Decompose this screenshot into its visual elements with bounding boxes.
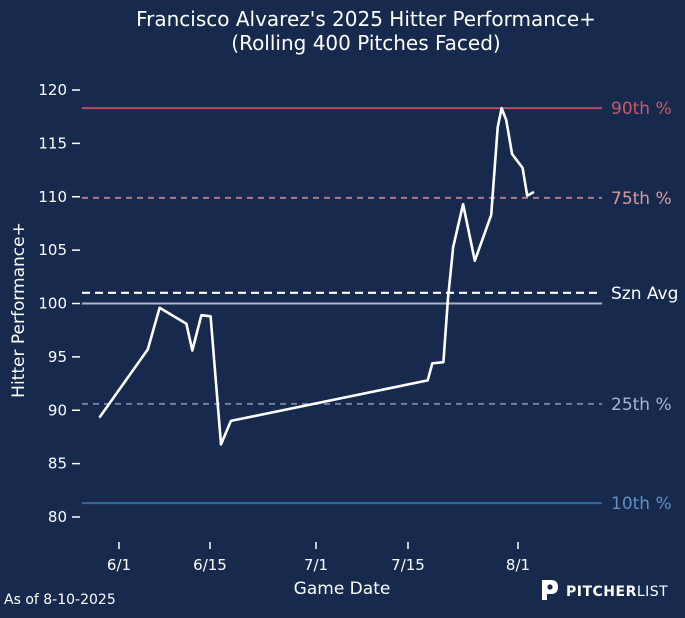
reference-lines: 90th % 75th % Szn Avg 25th % 10th % <box>82 99 678 514</box>
y-tick-label-1: 85 <box>48 455 67 473</box>
reference-label-5: 10th % <box>611 494 672 514</box>
series-group <box>98 106 535 446</box>
as-of-date: As of 8-10-2025 <box>4 592 116 608</box>
x-tick-label-1: 6/15 <box>193 556 227 574</box>
y-tick-label-3: 95 <box>48 348 67 366</box>
reference-label-2: Szn Avg <box>611 284 678 304</box>
chart-subtitle: (Rolling 400 Pitches Faced) <box>231 31 500 55</box>
y-tick-label-0: 80 <box>48 508 67 526</box>
brand-main: PITCHER <box>566 584 637 600</box>
y-tick-label-2: 90 <box>48 401 67 419</box>
y-tick-label-6: 110 <box>38 188 67 206</box>
x-tick-label-3: 7/15 <box>391 556 425 574</box>
brand-sub: LIST <box>637 584 668 600</box>
y-tick-label-7: 115 <box>38 134 67 152</box>
x-tick-label-0: 6/1 <box>107 556 131 574</box>
y-tick-label-5: 105 <box>38 241 67 259</box>
brand-text: PITCHERLIST <box>566 584 668 600</box>
y-tick-label-8: 120 <box>38 81 67 99</box>
pitcherlist-p-icon <box>542 580 558 600</box>
reference-label-0: 90th % <box>611 99 672 119</box>
reference-label-1: 75th % <box>611 189 672 209</box>
reference-label-4: 25th % <box>611 395 672 415</box>
y-tick-label-4: 100 <box>38 295 67 313</box>
x-axis-label: Game Date <box>294 579 391 599</box>
pitcherlist-logo: PITCHERLIST <box>542 580 668 600</box>
chart-title: Francisco Alvarez's 2025 Hitter Performa… <box>136 7 596 31</box>
series-line-0 <box>98 106 535 446</box>
x-tick-label-4: 8/1 <box>506 556 530 574</box>
y-axis-ticks: 80 85 90 95 100 105 110 115 120 <box>38 81 80 526</box>
y-axis-label: Hitter Performance+ <box>9 222 29 398</box>
x-tick-label-2: 7/1 <box>304 556 328 574</box>
x-axis-ticks: 6/1 6/15 7/1 7/15 8/1 <box>107 542 530 574</box>
